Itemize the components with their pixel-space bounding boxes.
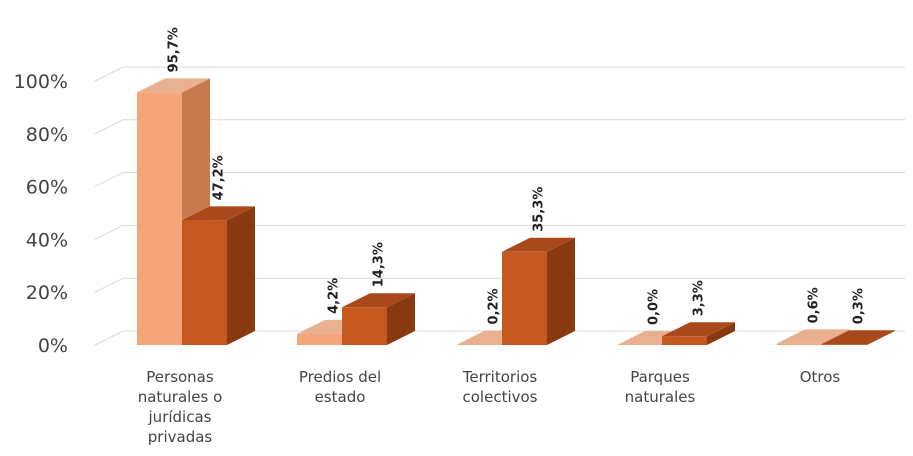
category-label-line: Territorios xyxy=(462,368,538,386)
gridlines xyxy=(94,66,905,346)
category-label-line: Parques xyxy=(630,368,690,386)
bar-top xyxy=(342,293,415,308)
data-labels: 95,7% 47,2% 4,2% 14,3% 0,2% 35,3% 0,0% 3,3% 0,6%… xyxy=(167,27,867,325)
y-tick-label: 20% xyxy=(26,282,68,304)
bar-side xyxy=(387,293,415,345)
category-label-line: naturales o xyxy=(138,388,223,406)
gridline xyxy=(94,277,905,293)
bar xyxy=(137,78,210,346)
data-label: 0,6% xyxy=(807,287,822,323)
x-axis-labels: Personas naturales o jurídicas privadas Pred… xyxy=(138,368,841,446)
category-label-line: privadas xyxy=(148,428,213,446)
gridline xyxy=(94,330,905,346)
bar-front xyxy=(457,344,502,345)
y-tick-label: 40% xyxy=(26,229,68,251)
y-tick-label: 0% xyxy=(38,335,68,357)
gridline xyxy=(94,172,905,188)
y-tick-label: 60% xyxy=(26,177,68,199)
category-label-line: jurídicas xyxy=(148,408,212,426)
bar-front xyxy=(502,251,547,345)
category-label: Predios del estado xyxy=(299,368,381,406)
bar-top xyxy=(502,237,575,252)
data-label: 47,2% xyxy=(212,155,227,200)
category-label-line: Otros xyxy=(800,368,841,386)
bar-front xyxy=(822,344,867,345)
category-label-line: estado xyxy=(315,388,366,406)
gridline xyxy=(94,119,905,135)
category-label: Territorios colectivos xyxy=(462,368,538,406)
gridline xyxy=(94,224,905,240)
gridline xyxy=(94,66,905,82)
data-label: 3,3% xyxy=(692,280,707,316)
bar xyxy=(822,330,895,345)
bar-side xyxy=(547,237,575,345)
category-label: Otros xyxy=(800,368,841,386)
data-label: 4,2% xyxy=(327,278,342,314)
bar-top xyxy=(662,322,735,337)
category-label: Parques naturales xyxy=(625,368,696,406)
data-label: 95,7% xyxy=(167,27,182,72)
bar-side xyxy=(227,206,255,345)
data-label: 0,3% xyxy=(852,288,867,324)
data-label: 14,3% xyxy=(372,242,387,287)
y-tick-label: 100% xyxy=(14,71,68,93)
bar-front xyxy=(297,333,342,345)
category-label-line: Predios del xyxy=(299,368,381,386)
bar-front xyxy=(342,307,387,345)
y-axis-ticks: 0% 20% 40% 60% 80% 100% xyxy=(14,71,68,357)
bars xyxy=(137,78,895,346)
bar-front xyxy=(662,336,707,345)
bar-side xyxy=(867,330,895,345)
y-tick-label: 80% xyxy=(26,124,68,146)
data-label: 0,0% xyxy=(647,289,662,325)
category-label-line: naturales xyxy=(625,388,696,406)
bar-front xyxy=(137,92,182,346)
bar-top xyxy=(182,206,255,221)
bar-front xyxy=(777,343,822,345)
bar-top xyxy=(822,330,895,345)
bar-side xyxy=(707,322,735,345)
category-label-line: colectivos xyxy=(463,388,538,406)
bar xyxy=(502,237,575,345)
bar xyxy=(182,206,255,345)
bar-top xyxy=(777,329,850,344)
data-label: 0,2% xyxy=(487,288,502,324)
category-label: Personas naturales o jurídicas privadas xyxy=(138,368,223,446)
data-label: 35,3% xyxy=(532,187,547,232)
bar xyxy=(662,322,735,345)
bar-top xyxy=(137,78,210,93)
category-label-line: Personas xyxy=(146,368,214,386)
bar xyxy=(342,293,415,345)
bar-front xyxy=(182,220,227,345)
